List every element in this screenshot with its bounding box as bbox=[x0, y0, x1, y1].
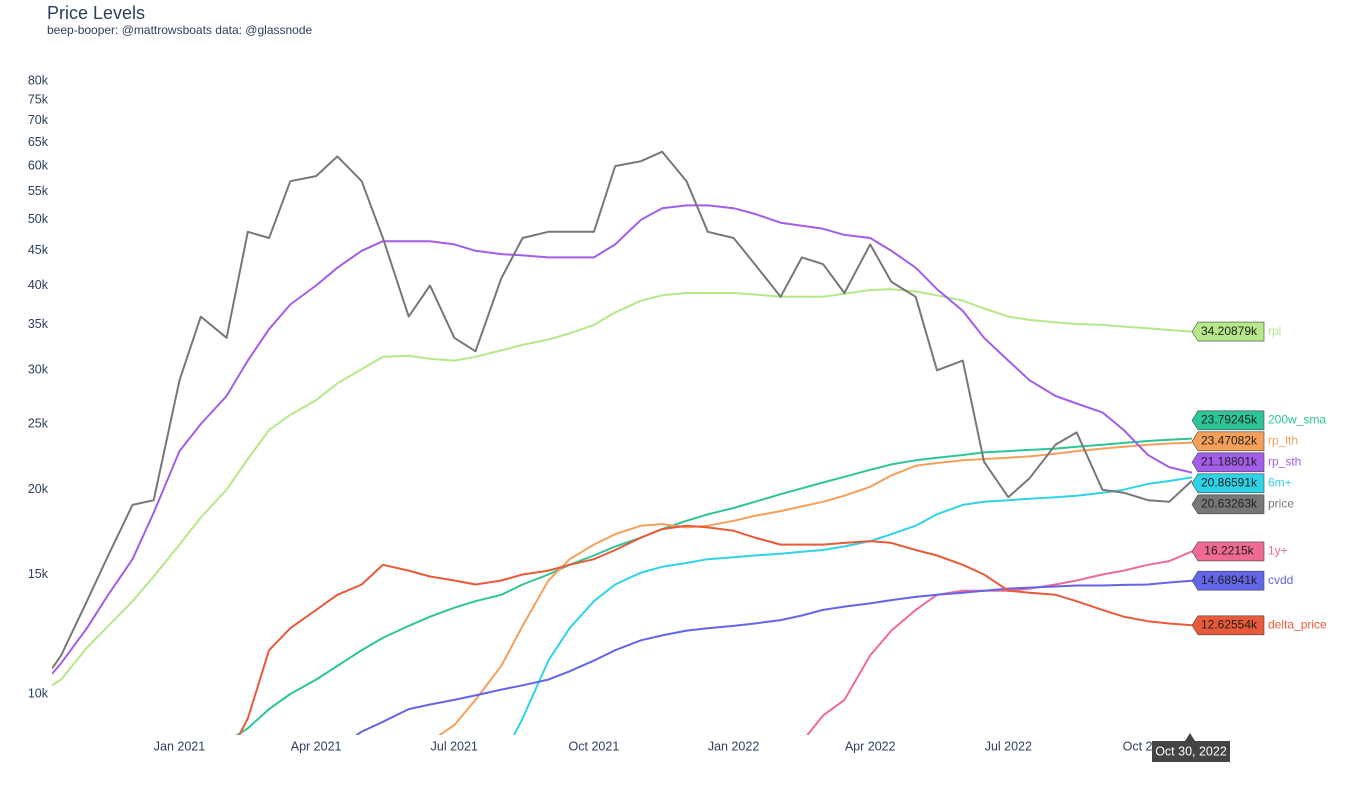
hover-box bbox=[1152, 741, 1230, 762]
end-label-value: 16.2215k bbox=[1204, 544, 1254, 558]
x-tick-label: Jul 2021 bbox=[431, 739, 478, 753]
end-label-value: 20.63263k bbox=[1201, 497, 1258, 511]
end-label-value: 12.62554k bbox=[1201, 617, 1258, 631]
end-label-box bbox=[1191, 321, 1265, 342]
chart-subtitle: beep-booper: @mattrowsboats data: @glass… bbox=[47, 23, 313, 37]
y-tick-label: 80k bbox=[28, 74, 49, 88]
y-tick-label: 25k bbox=[28, 416, 49, 430]
end-label-name: 200w_sma bbox=[1268, 413, 1326, 427]
hover-label: Oct 30, 2022 bbox=[1155, 744, 1227, 758]
chart-title: Price Levels bbox=[47, 3, 145, 23]
end-label-box bbox=[1191, 541, 1265, 562]
end-label-value: 23.47082k bbox=[1201, 434, 1258, 448]
series-line bbox=[52, 150, 1192, 670]
end-label-name: price bbox=[1268, 497, 1294, 511]
series-line bbox=[52, 288, 1192, 687]
hover-pointer bbox=[1185, 733, 1195, 741]
y-tick-label: 65k bbox=[28, 135, 49, 149]
y-tick-label: 75k bbox=[28, 93, 49, 107]
series-line bbox=[512, 476, 1192, 735]
y-tick-label: 60k bbox=[28, 158, 49, 172]
series-line bbox=[235, 437, 1192, 735]
end-label-name: 6m+ bbox=[1268, 476, 1292, 490]
y-tick-label: 55k bbox=[28, 184, 49, 198]
x-tick-label: Apr 2022 bbox=[845, 739, 896, 753]
end-label-name: cvdd bbox=[1268, 573, 1293, 587]
end-label-box bbox=[1191, 431, 1265, 452]
x-tick-label: Jan 2022 bbox=[708, 739, 759, 753]
y-tick-label: 35k bbox=[28, 317, 49, 331]
x-tick-label: Apr 2021 bbox=[291, 739, 342, 753]
end-label-box bbox=[1191, 410, 1265, 431]
y-tick-label: 10k bbox=[28, 686, 49, 700]
end-label-value: 20.86591k bbox=[1201, 476, 1258, 490]
series-line bbox=[52, 204, 1192, 675]
end-label-box bbox=[1191, 452, 1265, 473]
end-label-value: 14.68941k bbox=[1201, 573, 1258, 587]
end-label-name: delta_price bbox=[1268, 617, 1327, 631]
end-label-value: 34.20879k bbox=[1201, 324, 1258, 338]
plot-area bbox=[52, 150, 1192, 735]
x-tick-label: Jan 2021 bbox=[154, 739, 205, 753]
series-line bbox=[806, 550, 1192, 735]
end-label-name: rp_lth bbox=[1268, 434, 1298, 448]
end-label-name: 1y+ bbox=[1268, 544, 1288, 558]
end-label-box bbox=[1191, 473, 1265, 494]
end-label-box bbox=[1191, 615, 1265, 636]
end-label-name: rpl bbox=[1268, 324, 1281, 338]
x-tick-label: Jul 2022 bbox=[985, 739, 1032, 753]
end-label-box bbox=[1191, 494, 1265, 515]
end-label-name: rp_sth bbox=[1268, 455, 1301, 469]
y-tick-label: 50k bbox=[28, 212, 49, 226]
end-label-box bbox=[1191, 570, 1265, 591]
end-label-value: 21.18801k bbox=[1201, 455, 1258, 469]
series-line bbox=[438, 441, 1192, 735]
y-tick-label: 15k bbox=[28, 567, 49, 581]
series-line bbox=[238, 524, 1192, 735]
series-line bbox=[355, 579, 1192, 735]
y-tick-label: 40k bbox=[28, 278, 49, 292]
y-tick-label: 20k bbox=[28, 482, 49, 496]
y-tick-label: 45k bbox=[28, 243, 49, 257]
y-tick-label: 70k bbox=[28, 113, 49, 127]
end-label-value: 23.79245k bbox=[1201, 413, 1258, 427]
y-tick-label: 30k bbox=[28, 363, 49, 377]
x-tick-label: Oct 2021 bbox=[569, 739, 620, 753]
